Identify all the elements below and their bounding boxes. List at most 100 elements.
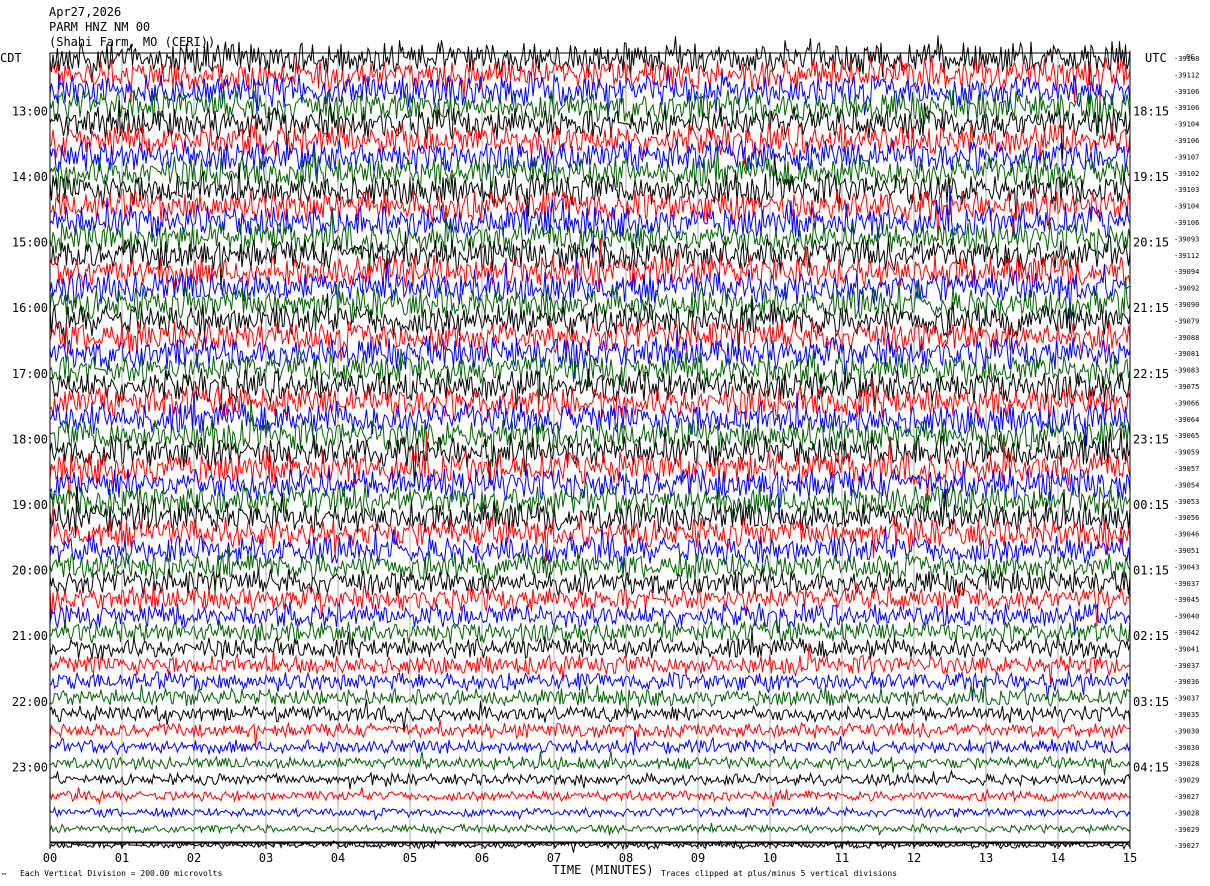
trace-line (49, 732, 1131, 756)
trace-offset-label: -39029 (1174, 826, 1199, 834)
trace-offset-label: -39045 (1174, 596, 1199, 604)
trace-line (49, 57, 1131, 103)
trace-line (49, 460, 1131, 520)
header-location: (Shahi Farm, MO (CERI)) (49, 35, 216, 49)
trace-line (49, 479, 1131, 519)
trace-line (49, 548, 1131, 596)
trace-offset-label: -39092 (1174, 285, 1199, 293)
trace-line (49, 348, 1131, 406)
left-timezone-label: CDT (0, 51, 22, 65)
trace-offset-label: -39029 (1174, 777, 1199, 785)
left-hour-label: 22:00 (12, 695, 48, 709)
trace-line (49, 629, 1131, 660)
x-tick-label: 11 (835, 851, 849, 865)
left-hour-label: 20:00 (12, 564, 48, 578)
trace-line (49, 568, 1131, 597)
plot-axes (49, 52, 1131, 849)
trace-line (49, 787, 1131, 807)
header-date: Apr27,2026 (49, 5, 122, 19)
right-hour-label: 03:15 (1133, 695, 1169, 709)
trace-offset-label: -39104 (1174, 203, 1199, 211)
trace-offset-label: -39046 (1174, 531, 1199, 539)
trace-offset-label: -39066 (1174, 399, 1199, 407)
trace-offset-label: -39054 (1174, 481, 1199, 489)
trace-line (49, 643, 1131, 685)
trace-offset-label: -39043 (1174, 563, 1199, 571)
trace-line (49, 35, 1131, 86)
x-tick-label: 14 (1051, 851, 1065, 865)
trace-line (49, 389, 1131, 447)
trace-line (49, 120, 1131, 165)
trace-offset-label: -39059 (1174, 449, 1199, 457)
right-hour-label: 21:15 (1133, 301, 1169, 315)
trace-offset-label: -39036 (1174, 678, 1199, 686)
trace-offset-label: -39106 (1174, 137, 1199, 145)
trace-offset-label: -39102 (1174, 170, 1199, 178)
trace-line (49, 670, 1131, 702)
left-hour-label: 18:00 (12, 432, 48, 446)
x-tick-label: 05 (403, 851, 417, 865)
x-tick-label: 15 (1123, 851, 1137, 865)
trace-line (49, 377, 1131, 421)
trace-offset-label: -39083 (1174, 367, 1199, 375)
footer-clip-note: Traces clipped at plus/minus 5 vertical … (661, 869, 897, 878)
trace-offset-label: -39037 (1174, 695, 1199, 703)
trace-offset-label: -39093 (1174, 235, 1199, 243)
trace-offset-label: -39056 (1174, 514, 1199, 522)
trace-line (49, 329, 1131, 380)
trace-line (49, 526, 1131, 570)
trace-offset-label: -39037 (1174, 580, 1199, 588)
x-axis-title: TIME (MINUTES) (552, 863, 653, 877)
trace-offset-label: -39106 (1174, 104, 1199, 112)
x-tick-label: 02 (187, 851, 201, 865)
x-tick-label: 12 (907, 851, 921, 865)
trace-offset-label: -39107 (1174, 153, 1199, 161)
trace-offset-label: -39088 (1174, 334, 1199, 342)
trace-offset-label: -39035 (1174, 711, 1199, 719)
trace-offset-label: -39104 (1174, 121, 1199, 129)
left-hour-label: 17:00 (12, 367, 48, 381)
trace-offset-label: -39075 (1174, 383, 1199, 391)
x-tick-label: 10 (763, 851, 777, 865)
x-tick-label: 13 (979, 851, 993, 865)
trace-offset-label: -39094 (1174, 268, 1199, 276)
trace-line (49, 143, 1131, 191)
trace-offset-label: -39030 (1174, 727, 1199, 735)
trace-offset-label: -39081 (1174, 350, 1199, 358)
trace-offset-label: -39106 (1174, 88, 1199, 96)
seismic-traces (49, 35, 1131, 853)
right-hour-label: 19:15 (1133, 170, 1169, 184)
trace-line (49, 719, 1131, 747)
trace-offset-label: -39057 (1174, 465, 1199, 473)
right-hour-label: 00:15 (1133, 498, 1169, 512)
left-hour-label: 14:00 (12, 170, 48, 184)
trace-line (49, 805, 1131, 821)
trace-offset-label: -39028 (1174, 760, 1199, 768)
trace-line (49, 699, 1131, 731)
plot-labels: 00 01 02 03 04 05 06 07 08 09 10 11 12 13 14 15 13:00 14:… (0, 51, 1199, 880)
trace-offset-label: -39079 (1174, 317, 1199, 325)
footer-scale-note: Each Vertical Division = 200.00 microvol… (20, 869, 222, 878)
trace-line (49, 601, 1131, 634)
x-tick-label: 01 (115, 851, 129, 865)
x-tick-label: 06 (475, 851, 489, 865)
trace-line (49, 209, 1131, 271)
trace-offset-label: -39106 (1174, 219, 1199, 227)
header-station: PARM HNZ NM 00 (49, 20, 151, 34)
x-tick-label: 03 (259, 851, 273, 865)
left-hour-label: 23:00 (12, 760, 48, 774)
right-hour-label: 01:15 (1133, 564, 1169, 578)
trace-offset-label: -39042 (1174, 629, 1199, 637)
trace-line (49, 431, 1131, 504)
trace-line (49, 822, 1131, 836)
left-hour-label: 13:00 (12, 104, 48, 118)
trace-offset-label: -39108 (1174, 55, 1199, 63)
trace-offset-label: -39103 (1174, 186, 1199, 194)
trace-line (49, 238, 1131, 291)
right-timezone-label: UTC (1145, 51, 1167, 65)
left-hour-label: 15:00 (12, 236, 48, 250)
trace-line (49, 368, 1131, 411)
right-hour-label: 18:15 (1133, 104, 1169, 118)
x-tick-label: 09 (691, 851, 705, 865)
